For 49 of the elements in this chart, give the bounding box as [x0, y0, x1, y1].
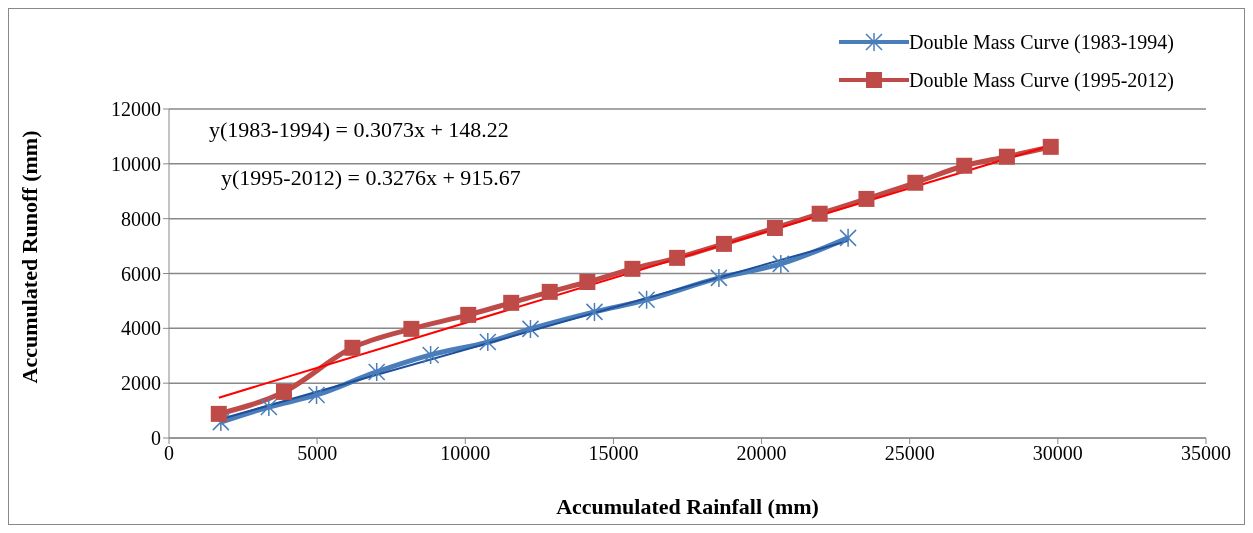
point — [669, 249, 686, 266]
point — [715, 235, 732, 252]
y-tick-label: 2000 — [121, 372, 161, 395]
point — [503, 294, 520, 311]
point — [367, 362, 386, 382]
y-tick-label: 8000 — [121, 207, 161, 230]
point — [541, 283, 558, 300]
x-axis-title: Accumulated Rainfall (mm) — [556, 494, 819, 519]
legend-label: Double Mass Curve (1995-2012) — [909, 68, 1174, 92]
point — [624, 260, 641, 277]
y-tick-label: 12000 — [111, 98, 161, 121]
x-tick-label: 25000 — [884, 442, 935, 465]
point — [1042, 138, 1059, 155]
point — [811, 205, 828, 222]
point — [307, 385, 326, 405]
x-tick-label: 5000 — [297, 442, 338, 465]
y-tick-label: 10000 — [111, 152, 161, 175]
x-tick-label: 15000 — [588, 442, 639, 465]
y-tick-label: 0 — [151, 427, 161, 450]
point — [907, 174, 924, 191]
point — [403, 320, 420, 337]
point — [260, 397, 278, 417]
x-tick-label: 20000 — [736, 442, 787, 465]
point — [579, 274, 596, 290]
point — [585, 302, 604, 322]
point — [858, 190, 875, 207]
point — [766, 219, 783, 236]
legend-label: Double Mass Curve (1983-1994) — [909, 30, 1174, 54]
y-tick-label: 6000 — [121, 262, 161, 285]
point — [998, 148, 1015, 165]
point — [956, 157, 973, 174]
point — [839, 228, 857, 248]
point — [772, 254, 790, 274]
y-tick-label: 4000 — [121, 317, 161, 340]
annotation: y(1983-1994) = 0.3073x + 148.22 — [209, 117, 509, 143]
point — [344, 339, 361, 356]
point — [521, 319, 540, 339]
point — [421, 345, 440, 365]
point — [479, 332, 497, 352]
annotation: y(1995-2012) = 0.3276x + 915.67 — [221, 165, 521, 191]
point — [460, 306, 477, 323]
point — [275, 383, 292, 400]
point — [710, 268, 728, 288]
point — [210, 405, 227, 422]
point — [637, 290, 656, 310]
y-axis-title: Accumulated Runoff (mm) — [16, 130, 42, 384]
x-tick-label: 30000 — [1032, 442, 1083, 465]
x-tick-label: 35000 — [1181, 442, 1231, 465]
x-tick-label: 10000 — [440, 442, 491, 465]
